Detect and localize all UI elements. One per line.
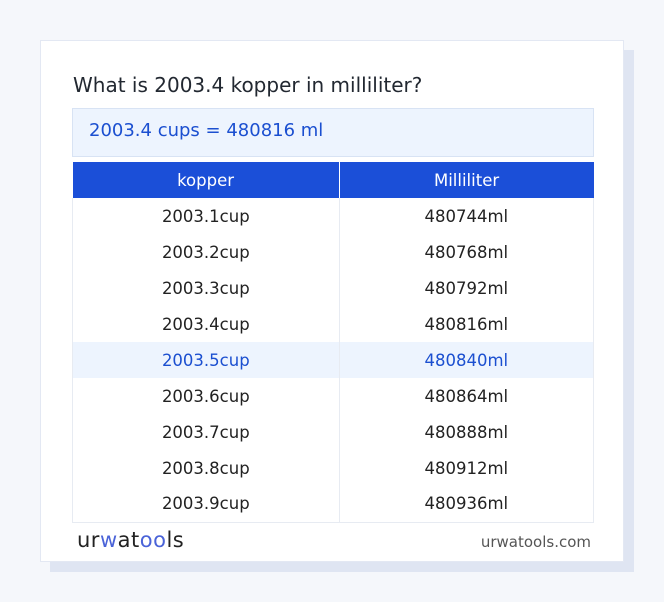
milliliter-cell: 480864ml bbox=[338, 378, 595, 414]
table-row: 2003.8cup 480912ml bbox=[72, 450, 595, 486]
kopper-cell: 2003.3cup bbox=[72, 270, 340, 306]
kopper-cell: 2003.5cup bbox=[72, 342, 340, 378]
table-row: 2003.1cup 480744ml bbox=[72, 198, 595, 234]
milliliter-cell: 480912ml bbox=[338, 450, 595, 486]
result-box: 2003.4 cups = 480816 ml bbox=[72, 108, 594, 157]
milliliter-cell: 480768ml bbox=[338, 234, 595, 270]
kopper-cell: 2003.8cup bbox=[72, 450, 340, 486]
milliliter-cell: 480744ml bbox=[338, 198, 595, 234]
milliliter-cell: 480792ml bbox=[338, 270, 595, 306]
urwatools-logo[interactable]: urwatools bbox=[77, 528, 185, 552]
conversion-table: kopper Milliliter 2003.1cup 480744ml 2003.… bbox=[72, 162, 595, 523]
milliliter-cell: 480888ml bbox=[338, 414, 595, 450]
table-row: 2003.3cup 480792ml bbox=[72, 270, 595, 306]
conversion-card: What is 2003.4 kopper in milliliter? 200… bbox=[40, 40, 624, 562]
header-milliliter: Milliliter bbox=[339, 162, 594, 198]
milliliter-cell: 480936ml bbox=[338, 486, 595, 523]
table-row: 2003.9cup 480936ml bbox=[72, 486, 595, 523]
site-link[interactable]: urwatools.com bbox=[480, 533, 591, 551]
table-row: 2003.4cup 480816ml bbox=[72, 306, 595, 342]
table-row: 2003.2cup 480768ml bbox=[72, 234, 595, 270]
table-row: 2003.6cup 480864ml bbox=[72, 378, 595, 414]
kopper-cell: 2003.2cup bbox=[72, 234, 340, 270]
kopper-cell: 2003.6cup bbox=[72, 378, 340, 414]
milliliter-cell: 480816ml bbox=[338, 306, 595, 342]
kopper-cell: 2003.4cup bbox=[72, 306, 340, 342]
milliliter-cell: 480840ml bbox=[338, 342, 595, 378]
kopper-cell: 2003.9cup bbox=[72, 486, 340, 523]
header-kopper: kopper bbox=[72, 162, 340, 198]
kopper-cell: 2003.1cup bbox=[72, 198, 340, 234]
table-row: 2003.5cup 480840ml bbox=[72, 342, 595, 378]
table-row: 2003.7cup 480888ml bbox=[72, 414, 595, 450]
kopper-cell: 2003.7cup bbox=[72, 414, 340, 450]
page-title: What is 2003.4 kopper in milliliter? bbox=[73, 73, 423, 97]
